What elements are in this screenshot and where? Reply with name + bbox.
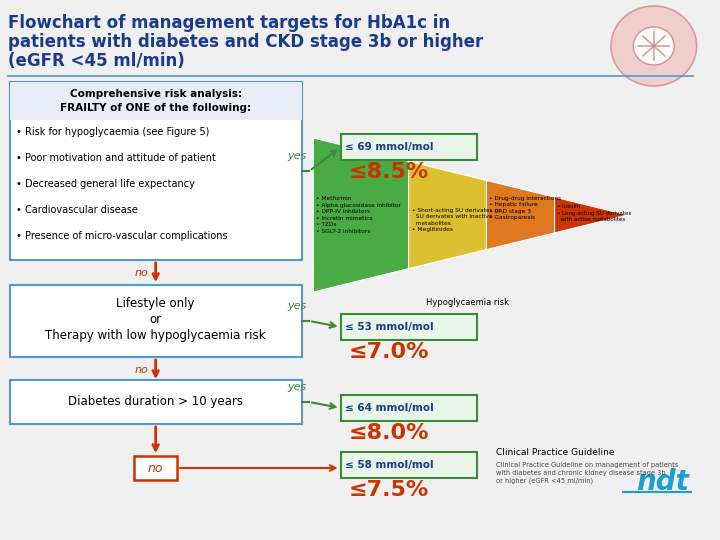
Text: • Presence of micro-vascular complications: • Presence of micro-vascular complicatio…: [16, 231, 228, 241]
FancyBboxPatch shape: [10, 380, 302, 424]
Text: • Risk for hypoglycaemia (see Figure 5): • Risk for hypoglycaemia (see Figure 5): [16, 127, 209, 137]
Text: • Poor motivation and attitude of patient: • Poor motivation and attitude of patien…: [16, 153, 215, 163]
Text: no: no: [134, 365, 148, 375]
Text: yes: yes: [287, 301, 307, 311]
Text: • Short-acting SU derivates or
  SU derivates with inactive
  metabolites
• Megl: • Short-acting SU derivates or SU deriva…: [412, 207, 500, 232]
FancyBboxPatch shape: [341, 134, 477, 160]
Ellipse shape: [634, 27, 674, 65]
Text: Comprehensive risk analysis:: Comprehensive risk analysis:: [70, 89, 242, 99]
Text: Clinical Practice Guideline: Clinical Practice Guideline: [496, 448, 615, 457]
Text: ndt: ndt: [636, 468, 689, 496]
Text: • Insulin
• Long-acting SU derivates
  with active metabolites: • Insulin • Long-acting SU derivates wit…: [557, 204, 631, 222]
Text: ≤ 64 mmol/mol: ≤ 64 mmol/mol: [346, 403, 434, 413]
Text: • Cardiovascular disease: • Cardiovascular disease: [16, 205, 138, 215]
Text: no: no: [148, 462, 163, 475]
Text: yes: yes: [287, 151, 307, 161]
Text: or: or: [150, 313, 162, 326]
Text: Hypoglycaemia risk: Hypoglycaemia risk: [426, 298, 508, 307]
Text: FRAILTY of ONE of the following:: FRAILTY of ONE of the following:: [60, 103, 251, 113]
Text: Flowchart of management targets for HbA1c in: Flowchart of management targets for HbA1…: [8, 14, 450, 32]
FancyBboxPatch shape: [134, 456, 177, 480]
FancyBboxPatch shape: [341, 452, 477, 478]
FancyBboxPatch shape: [341, 395, 477, 421]
Text: patients with diabetes and CKD stage 3b or higher: patients with diabetes and CKD stage 3b …: [8, 33, 483, 51]
Text: Diabetes duration > 10 years: Diabetes duration > 10 years: [68, 395, 243, 408]
Text: Clinical Practice Guideline on management of patients
with diabetes and chronic : Clinical Practice Guideline on managemen…: [496, 462, 678, 483]
Text: ≤ 58 mmol/mol: ≤ 58 mmol/mol: [346, 460, 434, 470]
Text: ≤8.5%: ≤8.5%: [348, 162, 428, 182]
Text: ≤ 69 mmol/mol: ≤ 69 mmol/mol: [346, 142, 434, 152]
FancyBboxPatch shape: [10, 285, 302, 357]
Polygon shape: [487, 180, 554, 249]
Polygon shape: [409, 161, 487, 268]
Text: (eGFR <45 ml/min): (eGFR <45 ml/min): [8, 52, 184, 70]
Text: ≤7.5%: ≤7.5%: [348, 480, 428, 500]
FancyBboxPatch shape: [10, 82, 302, 120]
Text: no: no: [134, 268, 148, 278]
Text: Lifestyle only: Lifestyle only: [117, 297, 195, 310]
FancyBboxPatch shape: [10, 82, 302, 260]
Text: ≤8.0%: ≤8.0%: [348, 423, 429, 443]
Text: Therapy with low hypoglycaemia risk: Therapy with low hypoglycaemia risk: [45, 329, 266, 342]
Text: • Metformin
• Alpha glucosidase inhibitor
• DPP-IV inhibitors
• Incretin mimetic: • Metformin • Alpha glucosidase inhibito…: [316, 196, 401, 234]
Text: • Drug-drug interactions
• Hepatic failure
• CAD stage 3
• Gastroparesis: • Drug-drug interactions • Hepatic failu…: [490, 195, 562, 220]
Polygon shape: [313, 138, 409, 292]
Text: ≤7.0%: ≤7.0%: [348, 342, 429, 362]
Text: ≤ 53 mmol/mol: ≤ 53 mmol/mol: [346, 322, 434, 332]
Polygon shape: [554, 197, 628, 233]
Text: yes: yes: [287, 382, 307, 392]
Ellipse shape: [611, 6, 697, 86]
Text: • Decreased general life expectancy: • Decreased general life expectancy: [16, 179, 194, 189]
FancyBboxPatch shape: [341, 314, 477, 340]
